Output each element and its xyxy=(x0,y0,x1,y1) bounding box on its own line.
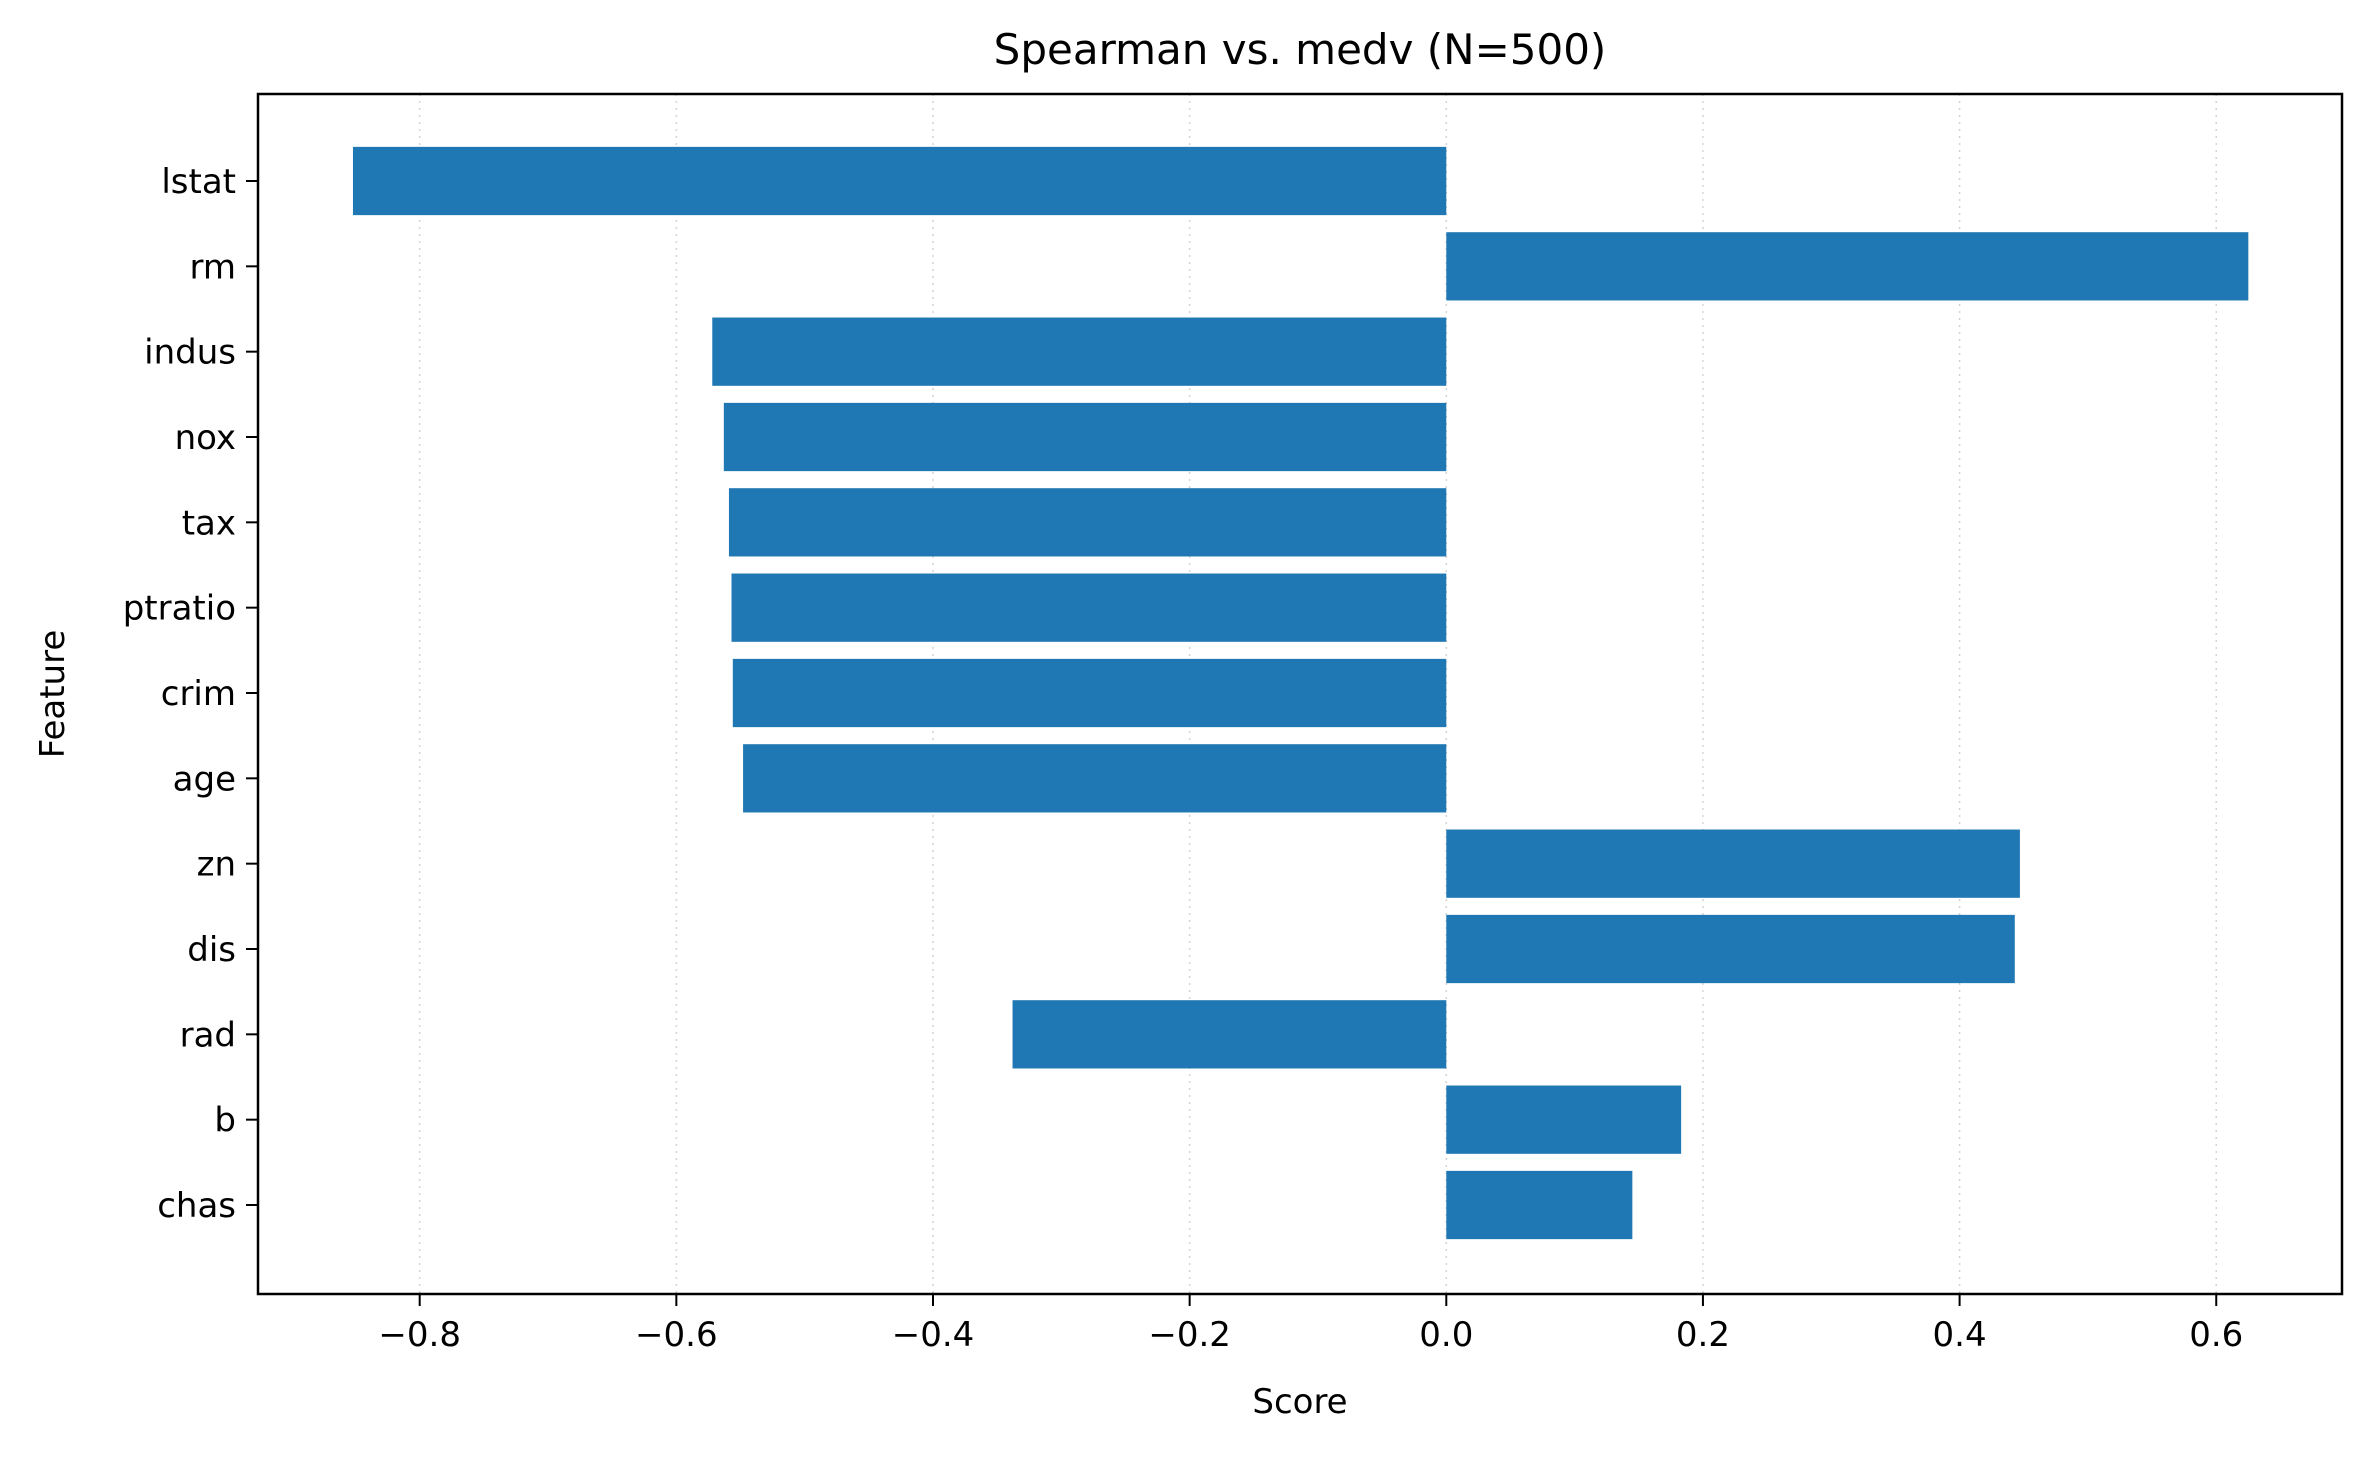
bar-indus xyxy=(712,317,1447,386)
y-tick-label: zn xyxy=(197,845,236,885)
y-tick-label: rm xyxy=(189,247,236,287)
bar-nox xyxy=(723,402,1447,472)
bar-lstat xyxy=(352,146,1447,216)
bar-b xyxy=(1446,1085,1682,1154)
chart-title: Spearman vs. medv (N=500) xyxy=(994,25,1607,74)
bar-ptratio xyxy=(731,573,1447,642)
y-tick-label: lstat xyxy=(161,162,236,202)
y-tick-label: tax xyxy=(182,503,236,543)
x-tick-label: −0.8 xyxy=(378,1315,461,1355)
bar-age xyxy=(743,744,1447,813)
y-tick-label: ptratio xyxy=(123,589,236,629)
x-tick-label: 0.4 xyxy=(1933,1315,1987,1355)
y-tick-label: chas xyxy=(157,1186,236,1226)
y-axis: lstat rm indus nox tax ptratio crim age zn dis rad… xyxy=(123,162,258,1226)
x-tick-label: −0.2 xyxy=(1148,1315,1231,1355)
x-tick-label: −0.6 xyxy=(635,1315,718,1355)
y-tick-label: nox xyxy=(175,418,236,458)
x-tick-label: −0.4 xyxy=(892,1315,975,1355)
bar-rad xyxy=(1012,1000,1447,1069)
bar-chas xyxy=(1446,1170,1633,1240)
x-axis: −0.8 −0.6 −0.4 −0.2 0.0 0.2 0.4 0.6 xyxy=(378,1294,2243,1355)
x-axis-label: Score xyxy=(1252,1382,1347,1422)
bar-dis xyxy=(1446,914,2015,984)
y-tick-label: b xyxy=(214,1101,236,1141)
x-tick-label: 0.6 xyxy=(2189,1315,2243,1355)
y-tick-label: dis xyxy=(187,930,236,970)
y-tick-label: crim xyxy=(161,674,236,714)
bar-tax xyxy=(728,488,1447,557)
y-tick-label: age xyxy=(173,759,236,799)
y-tick-label: rad xyxy=(180,1015,236,1055)
y-axis-label: Feature xyxy=(33,630,73,758)
bar-zn xyxy=(1446,829,2020,898)
bar-crim xyxy=(732,658,1447,728)
x-tick-label: 0.2 xyxy=(1676,1315,1730,1355)
x-tick-label: 0.0 xyxy=(1419,1315,1473,1355)
bar-rm xyxy=(1446,232,2249,301)
y-tick-label: indus xyxy=(144,333,236,373)
bars xyxy=(352,146,2249,1240)
